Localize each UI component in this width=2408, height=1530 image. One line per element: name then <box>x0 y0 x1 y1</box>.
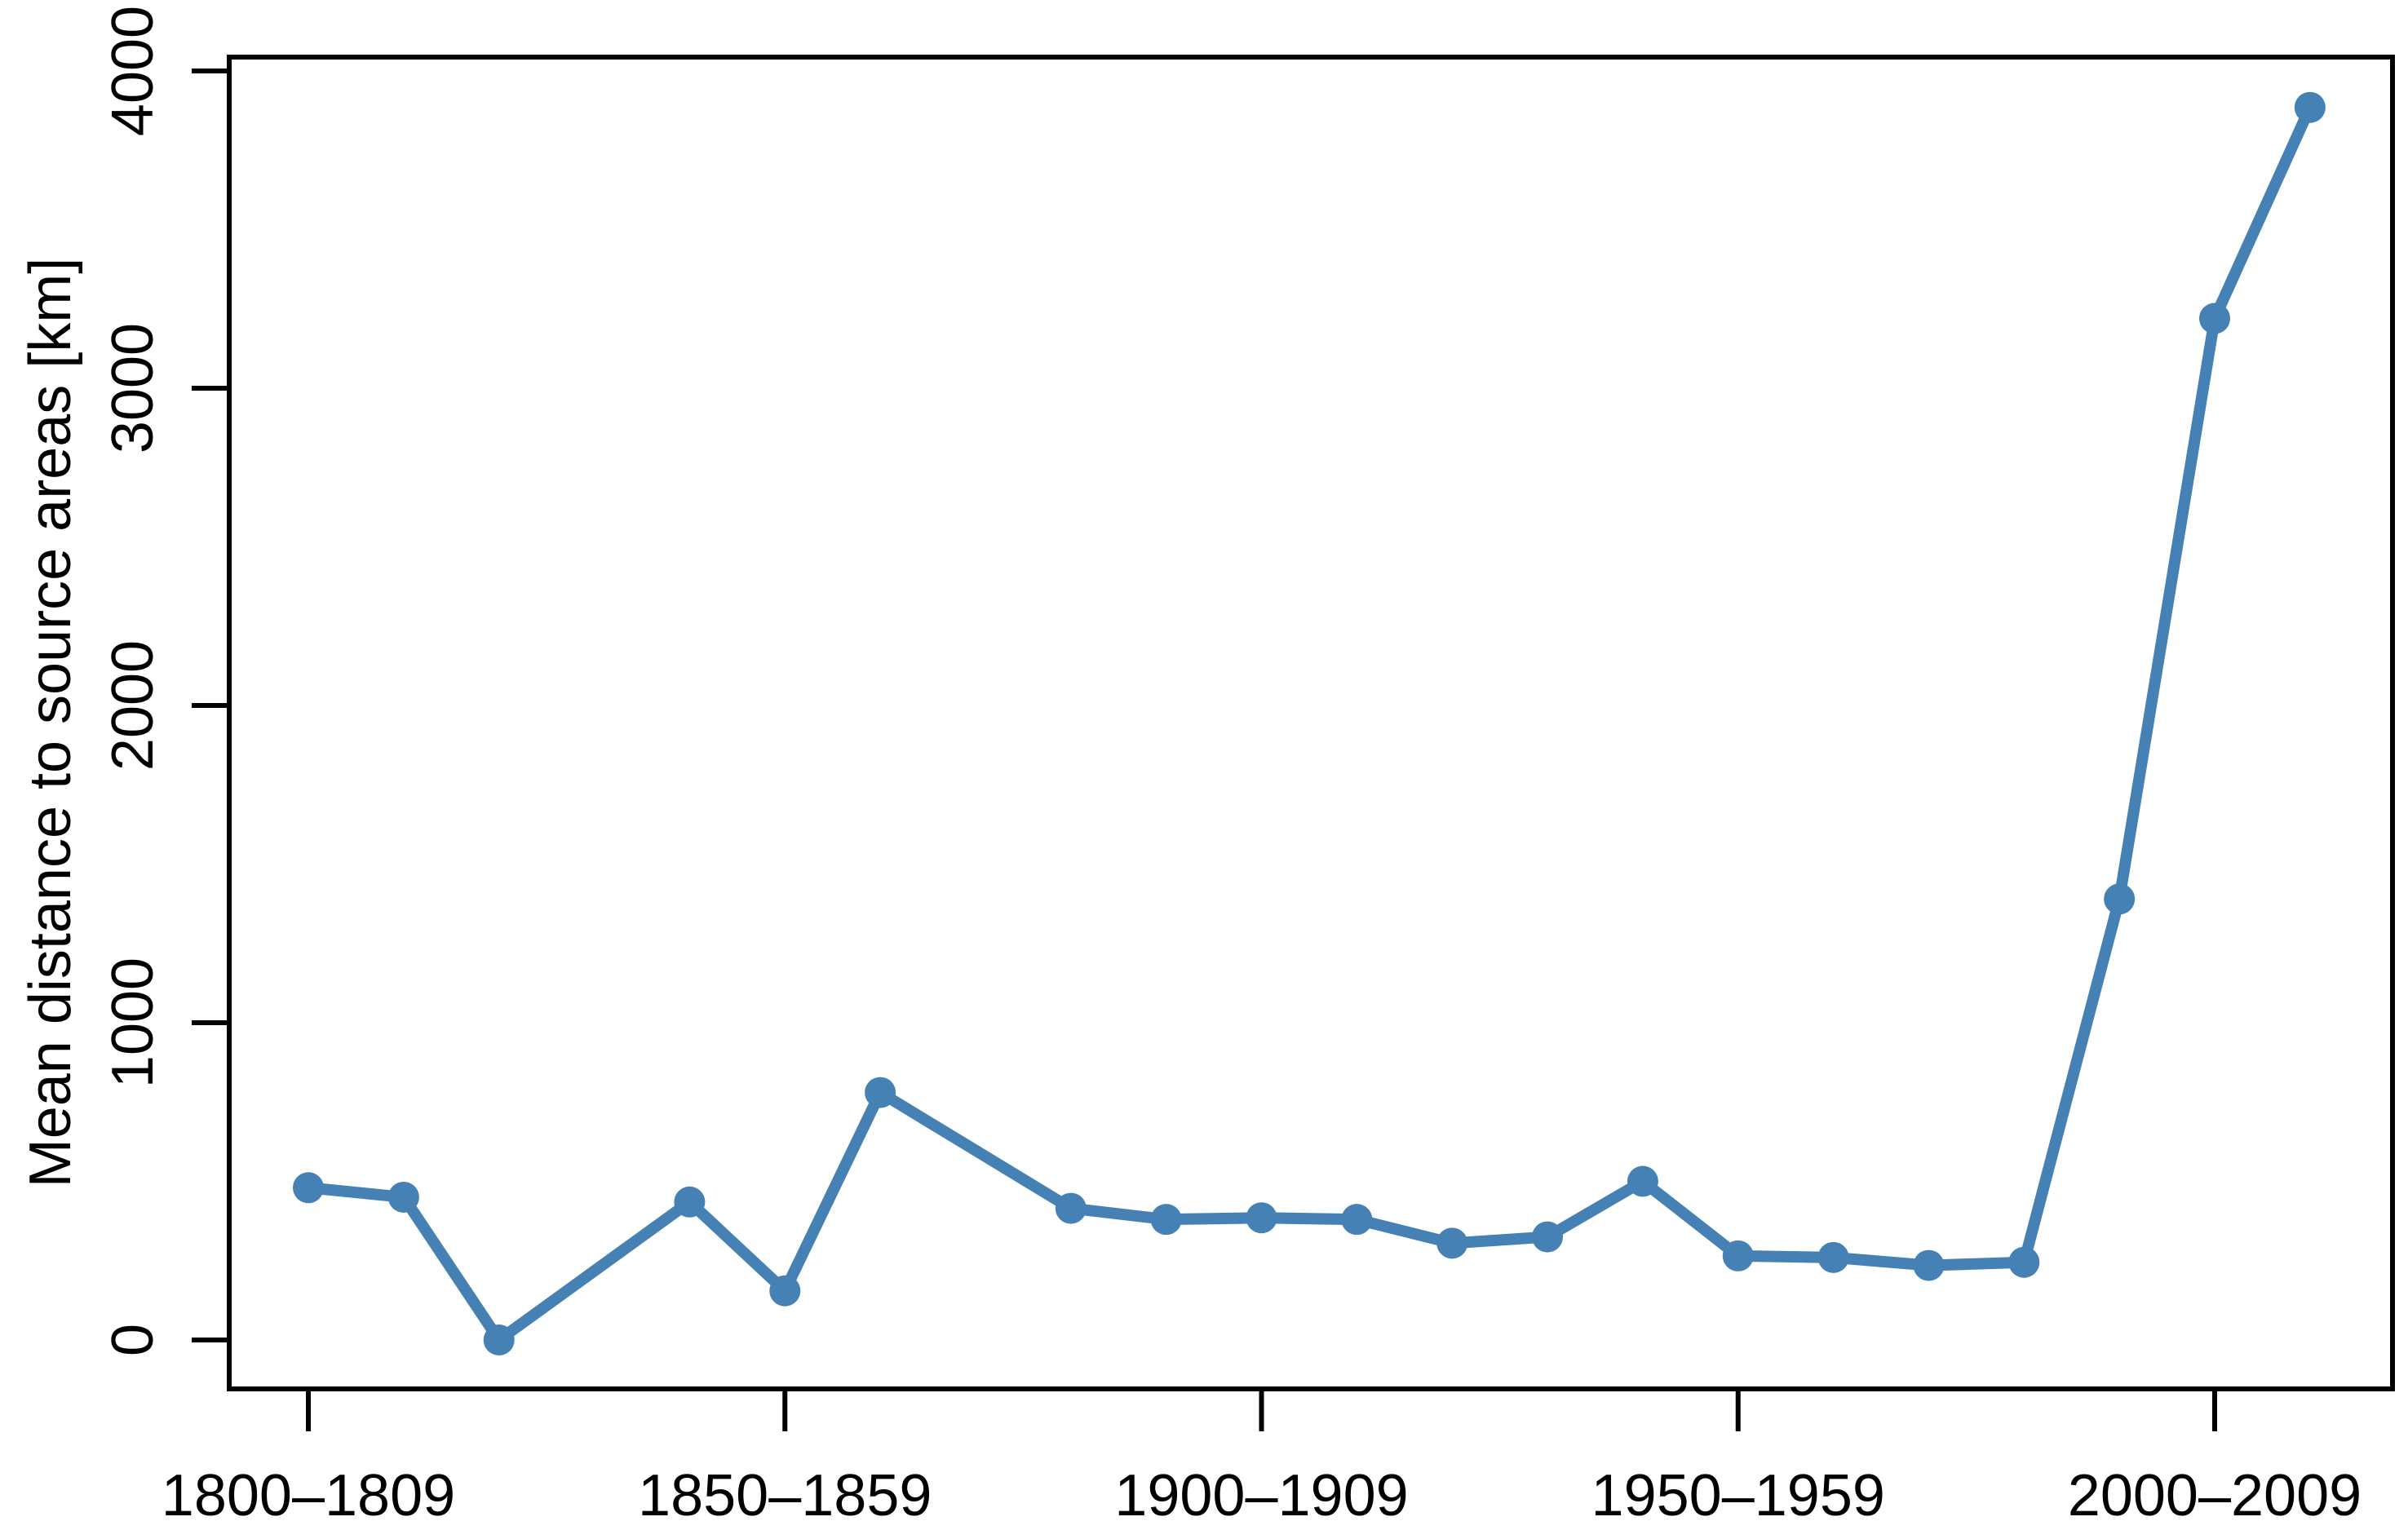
data-point <box>1150 1204 1182 1236</box>
data-point <box>1055 1192 1087 1224</box>
data-point <box>2199 303 2230 334</box>
y-tick-label: 1000 <box>100 957 166 1088</box>
data-point <box>1817 1241 1849 1273</box>
y-tick-label: 3000 <box>100 323 166 453</box>
x-tick-label: 1800–1809 <box>162 1463 455 1528</box>
data-point <box>1627 1165 1658 1197</box>
data-point <box>1246 1202 1277 1234</box>
data-point <box>1913 1249 1945 1281</box>
data-line <box>303 101 2316 1346</box>
data-point <box>293 1172 324 1204</box>
data-point <box>1532 1221 1564 1253</box>
data-point <box>387 1181 419 1213</box>
x-tick-label: 2000–2009 <box>2068 1463 2362 1528</box>
data-point <box>1341 1204 1373 1236</box>
data-point <box>2104 883 2136 915</box>
data-point <box>2294 91 2326 123</box>
data-point <box>1722 1240 1754 1271</box>
data-point <box>483 1324 515 1355</box>
y-axis-title: Mean distance to source areas [km] <box>18 257 83 1188</box>
data-point <box>769 1275 801 1307</box>
x-tick-label: 1900–1909 <box>1114 1463 1408 1528</box>
data-point <box>2008 1246 2040 1278</box>
y-tick-label: 4000 <box>100 6 166 136</box>
plot-box <box>227 55 2395 1391</box>
x-tick-label: 1850–1859 <box>638 1463 932 1528</box>
data-point <box>674 1186 706 1218</box>
data-point <box>865 1077 896 1108</box>
y-tick-label: 2000 <box>100 640 166 771</box>
y-tick-label: 0 <box>100 1324 166 1356</box>
x-tick-label: 1950–1959 <box>1591 1463 1885 1528</box>
data-point <box>1436 1227 1468 1259</box>
